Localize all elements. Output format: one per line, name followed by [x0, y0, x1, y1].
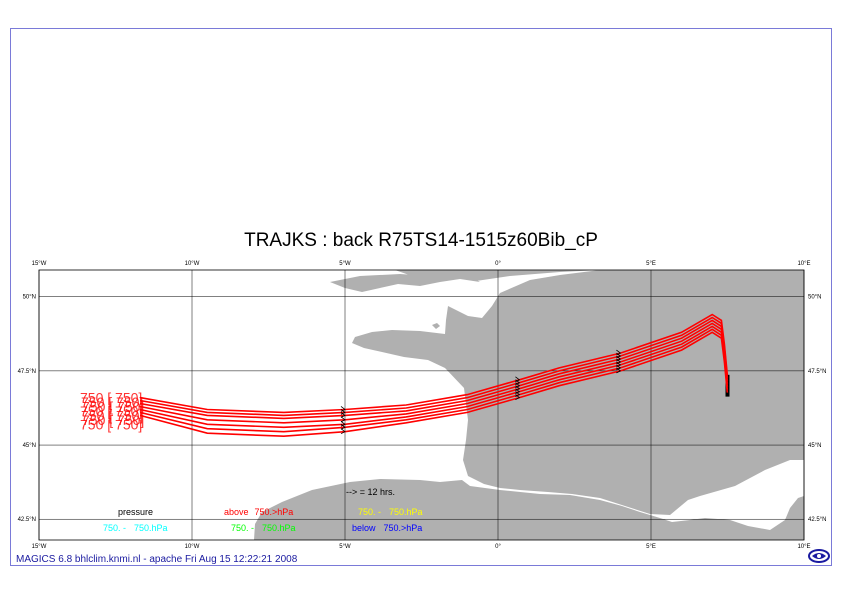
legend-entry-cyan: 750. -750.hPa	[103, 523, 168, 533]
legend-entry-green: 750. -750.hPa	[231, 523, 296, 533]
end-marker	[725, 392, 730, 397]
map-border	[38, 269, 805, 541]
lon-tick-label: 0°	[495, 544, 501, 550]
start-label: 750 [ 750]	[82, 412, 144, 428]
lat-tick-label: 42.5°N	[18, 517, 36, 523]
britain-land	[330, 270, 600, 292]
lon-tick-label: 5°W	[339, 261, 351, 267]
lon-tick-label: 15°W	[32, 261, 47, 267]
lat-tick-label: 45°N	[23, 443, 36, 449]
legend-entry-yellow: 750. -750.hPa	[358, 507, 423, 517]
map-frame	[10, 28, 832, 566]
trajectory-line	[139, 331, 729, 438]
legend: --> = 12 hrs. pressure above 750.>hPa 750…	[103, 487, 423, 533]
start-label: 750 [ 750]	[81, 394, 143, 410]
lat-tick-label: 50°N	[808, 295, 821, 301]
axis-labels: 15°W 15°W 10°W 10°W 5°W 5°W 0° 0° 5°E 5°E 10°E 10°E…	[18, 261, 827, 550]
trajectory-line	[139, 328, 729, 433]
start-label: 750 [ 750]	[81, 407, 143, 423]
start-label: 750 [ 750]	[80, 390, 142, 406]
time-arrow	[340, 412, 346, 418]
lon-tick-label: 5°W	[339, 544, 351, 550]
lat-tick-label: 42.5°N	[808, 517, 826, 523]
legend-entry-above: above 750.>hPa	[224, 507, 293, 517]
lon-tick-label: 10°W	[185, 261, 200, 267]
lat-tick-label: 47.5°N	[808, 369, 826, 375]
time-arrow	[340, 423, 346, 430]
trajectories	[139, 313, 730, 438]
trajectory-line	[139, 325, 729, 429]
spain-land	[254, 479, 804, 540]
ecmwf-logo-icon	[808, 549, 830, 563]
start-label: 750 [ 750]	[82, 399, 144, 415]
time-arrow	[616, 367, 622, 374]
lon-tick-label: 5°E	[646, 261, 656, 267]
lon-tick-label: 5°E	[646, 544, 656, 550]
legend-entry-below: below 750.>hPa	[352, 523, 422, 533]
trajectory-line	[139, 316, 729, 417]
continent-land	[352, 270, 804, 515]
time-arrow	[340, 428, 346, 435]
channel-islands	[432, 323, 440, 329]
time-arrow	[340, 416, 346, 423]
time-arrow	[515, 394, 521, 400]
footer-text: MAGICS 6.8 bhlclim.knmi.nl - apache Fri …	[16, 554, 298, 565]
lon-tick-label: 15°W	[32, 544, 47, 550]
trajectory-line	[139, 313, 729, 414]
trajectory-line	[139, 319, 729, 420]
legend-pressure-label: pressure	[118, 507, 153, 517]
lon-tick-label: 10°E	[797, 544, 810, 550]
legend-arrow-note: --> = 12 hrs.	[346, 487, 395, 497]
start-label: 750 [ 750]	[80, 416, 142, 432]
start-label: 750 [ 750]	[80, 403, 142, 419]
start-labels: 750 [ 750]750 [ 750]750 [ 750]750 [ 750]…	[80, 390, 144, 433]
lon-tick-label: 0°	[495, 261, 501, 267]
lat-tick-label: 47.5°N	[18, 369, 36, 375]
lon-tick-label: 10°E	[797, 261, 810, 267]
lon-tick-label: 10°W	[185, 544, 200, 550]
lat-tick-label: 45°N	[808, 443, 821, 449]
lat-tick-label: 50°N	[23, 295, 36, 301]
map-title: TRAJKS : back R75TS14-1515z60Bib_cP	[244, 230, 598, 251]
trajectory-line	[139, 322, 729, 424]
